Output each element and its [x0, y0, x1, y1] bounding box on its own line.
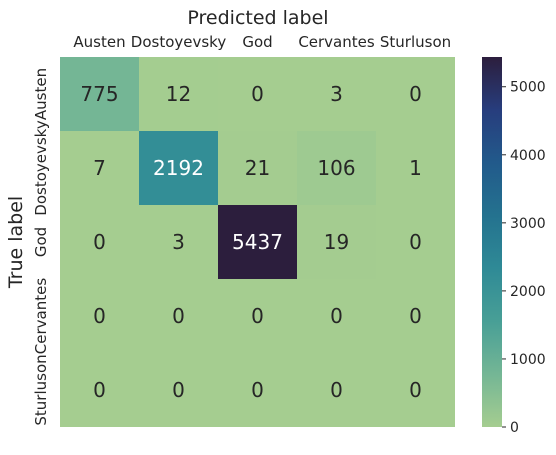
- cell-value-label: 106: [317, 156, 355, 180]
- y-tick-label: Dostoyevsky: [32, 120, 50, 216]
- heatmap-cell: [218, 279, 297, 353]
- colorbar-tick-label: 1000: [510, 352, 546, 368]
- cell-value-label: 0: [172, 304, 185, 328]
- heatmap-cell: [297, 353, 376, 427]
- colorbar-tick-label: 4000: [510, 148, 546, 164]
- heatmap-cell: [376, 205, 455, 279]
- heatmap-cell: [139, 57, 218, 131]
- y-tick-label: Cervantes: [32, 278, 50, 355]
- y-tick-label: Austen: [32, 68, 50, 120]
- colorbar-tick-label: 2000: [510, 284, 546, 300]
- heatmap-cell: [60, 57, 139, 131]
- heatmap-cell: [376, 353, 455, 427]
- y-axis-label: True label: [5, 196, 27, 289]
- x-axis-label: Predicted label: [187, 7, 328, 29]
- cell-value-label: 7: [93, 156, 106, 180]
- colorbar-ticks: 0 1000 2000 3000 4000 5000: [502, 80, 546, 436]
- cell-value-label: 0: [251, 82, 264, 106]
- heatmap-cell: [218, 353, 297, 427]
- cell-value-label: 21: [245, 156, 270, 180]
- heatmap-cell: [60, 279, 139, 353]
- heatmap-cell: [218, 131, 297, 205]
- heatmap-cell: [297, 131, 376, 205]
- y-tick-label: Sturluson: [32, 354, 50, 425]
- cell-value-label: 0: [409, 378, 422, 402]
- cell-value-label: 0: [172, 378, 185, 402]
- heatmap-cell: [218, 205, 297, 279]
- heatmap-cell: [376, 279, 455, 353]
- cell-value-label: 3: [330, 82, 343, 106]
- cell-value-label: 0: [330, 378, 343, 402]
- cell-value-label: 12: [166, 82, 191, 106]
- heatmap-cell: [297, 279, 376, 353]
- cell-value-label: 0: [409, 304, 422, 328]
- colorbar-tick-label: 0: [510, 420, 519, 436]
- cell-value-label: 0: [251, 378, 264, 402]
- x-tick-label: Dostoyevsky: [131, 33, 227, 51]
- heatmap-cell: [139, 131, 218, 205]
- cell-value-label: 0: [330, 304, 343, 328]
- x-tick-label: Cervantes: [298, 33, 375, 51]
- cell-value-label: 0: [409, 82, 422, 106]
- x-tick-label: Sturluson: [380, 33, 451, 51]
- cell-value-label: 0: [93, 230, 106, 254]
- y-tick-label: God: [32, 227, 50, 257]
- x-tick-labels: Austen Dostoyevsky God Cervantes Sturluson: [73, 33, 451, 51]
- heatmap-cell: [297, 205, 376, 279]
- cell-value-label: 2192: [153, 156, 204, 180]
- heatmap-cells: 775 12 0 3 0 7 2192 21 106 1 0 3 5437 19 0 0 0 0 0 0 0 0 0 0 0: [60, 57, 455, 427]
- cell-value-label: 0: [409, 230, 422, 254]
- colorbar: [482, 57, 502, 427]
- cell-value-label: 5437: [232, 230, 283, 254]
- heatmap-cell: [376, 57, 455, 131]
- colorbar-tick-label: 5000: [510, 80, 546, 96]
- heatmap-cell: [218, 57, 297, 131]
- colorbar-tick-label: 3000: [510, 216, 546, 232]
- x-tick-label: God: [242, 33, 272, 51]
- cell-value-label: 0: [251, 304, 264, 328]
- cell-value-label: 0: [93, 378, 106, 402]
- x-tick-label: Austen: [73, 33, 125, 51]
- heatmap-cell: [139, 353, 218, 427]
- heatmap-cell: [60, 205, 139, 279]
- heatmap-cell: [139, 279, 218, 353]
- cell-value-label: 19: [324, 230, 349, 254]
- heatmap-cell: [60, 131, 139, 205]
- cell-value-label: 0: [93, 304, 106, 328]
- heatmap-cell: [139, 205, 218, 279]
- heatmap-cell: [60, 353, 139, 427]
- cell-value-label: 775: [80, 82, 118, 106]
- heatmap-cell: [376, 131, 455, 205]
- cell-value-label: 3: [172, 230, 185, 254]
- cell-value-label: 1: [409, 156, 422, 180]
- heatmap-cell: [297, 57, 376, 131]
